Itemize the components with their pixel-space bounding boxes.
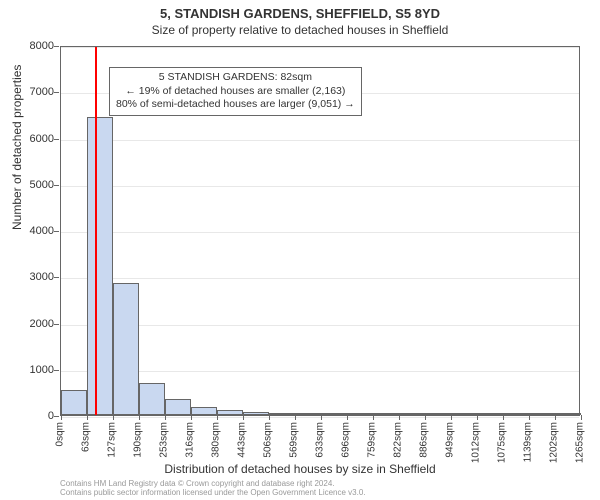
- x-tick-label: 0sqm: [55, 422, 66, 446]
- histogram-bar: [139, 383, 165, 415]
- histogram-bar: [87, 117, 113, 415]
- x-tick-label: 1012sqm: [471, 422, 482, 463]
- histogram-bar: [243, 412, 269, 415]
- y-tick-label: 1000: [10, 364, 54, 376]
- x-tick-label: 1265sqm: [575, 422, 586, 463]
- x-tick-label: 190sqm: [133, 422, 144, 458]
- x-tick-label: 316sqm: [185, 422, 196, 458]
- x-tick-label: 696sqm: [341, 422, 352, 458]
- histogram-bar: [477, 413, 503, 415]
- annotation-line: 5 STANDISH GARDENS: 82sqm: [116, 71, 355, 85]
- footer-attribution: Contains HM Land Registry data © Crown c…: [60, 480, 366, 498]
- y-tick-label: 7000: [10, 86, 54, 98]
- annotation-box: 5 STANDISH GARDENS: 82sqm← 19% of detach…: [109, 67, 362, 116]
- plot-area: 5 STANDISH GARDENS: 82sqm← 19% of detach…: [60, 46, 580, 416]
- x-tick-label: 759sqm: [367, 422, 378, 458]
- footer-line-2: Contains public sector information licen…: [60, 489, 366, 498]
- histogram-bar: [399, 413, 425, 415]
- x-tick-label: 949sqm: [445, 422, 456, 458]
- x-tick-label: 1202sqm: [549, 422, 560, 463]
- histogram-bar: [425, 413, 451, 415]
- histogram-bar: [165, 399, 191, 415]
- x-tick-label: 886sqm: [419, 422, 430, 458]
- chart-title: 5, STANDISH GARDENS, SHEFFIELD, S5 8YD: [0, 0, 600, 21]
- y-tick-label: 6000: [10, 133, 54, 145]
- x-tick-label: 63sqm: [81, 422, 92, 452]
- y-tick-label: 3000: [10, 271, 54, 283]
- x-axis-label: Distribution of detached houses by size …: [0, 462, 600, 476]
- histogram-bar: [347, 413, 373, 415]
- annotation-line: 80% of semi-detached houses are larger (…: [116, 98, 355, 112]
- x-tick-label: 506sqm: [263, 422, 274, 458]
- histogram-bar: [529, 413, 555, 415]
- y-tick-label: 8000: [10, 40, 54, 52]
- x-tick-label: 1075sqm: [497, 422, 508, 463]
- histogram-bar: [555, 413, 581, 415]
- histogram-bar: [503, 413, 529, 415]
- histogram-bar: [451, 413, 477, 415]
- y-tick-label: 5000: [10, 179, 54, 191]
- property-marker-line: [95, 47, 97, 415]
- chart-subtitle: Size of property relative to detached ho…: [0, 21, 600, 41]
- histogram-bar: [113, 283, 139, 415]
- x-tick-label: 822sqm: [393, 422, 404, 458]
- chart-container: 5, STANDISH GARDENS, SHEFFIELD, S5 8YD S…: [0, 0, 600, 500]
- x-tick-label: 633sqm: [315, 422, 326, 458]
- annotation-line: ← 19% of detached houses are smaller (2,…: [116, 85, 355, 99]
- x-tick-label: 127sqm: [107, 422, 118, 458]
- x-tick-label: 1139sqm: [523, 422, 534, 462]
- y-tick-label: 0: [10, 410, 54, 422]
- y-tick-label: 4000: [10, 225, 54, 237]
- x-tick-label: 253sqm: [159, 422, 170, 458]
- x-tick-label: 569sqm: [289, 422, 300, 458]
- histogram-bar: [217, 410, 243, 415]
- histogram-bar: [373, 413, 399, 415]
- x-tick-label: 380sqm: [211, 422, 222, 458]
- y-tick-label: 2000: [10, 318, 54, 330]
- histogram-bar: [295, 413, 321, 415]
- histogram-bar: [61, 390, 87, 415]
- histogram-bar: [269, 413, 295, 415]
- x-tick-label: 443sqm: [237, 422, 248, 458]
- histogram-bar: [321, 413, 347, 415]
- histogram-bar: [191, 407, 217, 415]
